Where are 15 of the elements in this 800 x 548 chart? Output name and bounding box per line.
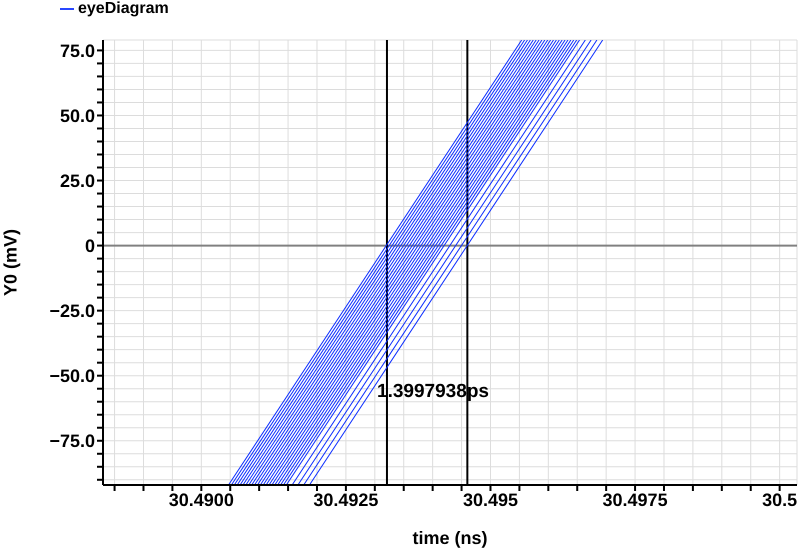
x-tick-label: 30.4925	[313, 490, 378, 510]
y-tick-label: 75.0	[60, 40, 95, 61]
y-tick-label: −50.0	[49, 366, 95, 386]
y-tick-label: −25.0	[49, 301, 95, 322]
y-tick-label: −75.0	[49, 431, 95, 452]
y-tick-label: 25.0	[60, 170, 95, 191]
x-tick-label: 30.495	[462, 490, 518, 510]
y-tick-label: 50.0	[60, 106, 95, 126]
x-tick-label: 30.4900	[168, 490, 234, 510]
legend-label: eyeDiagram	[78, 0, 169, 17]
y-axis-title: Y0 (mV)	[0, 228, 20, 296]
x-tick-label: 30.5	[762, 490, 798, 510]
x-tick-label: 30.4975	[602, 490, 668, 510]
y-tick-label: 0	[84, 236, 95, 256]
x-axis-title: time (ns)	[412, 528, 488, 548]
